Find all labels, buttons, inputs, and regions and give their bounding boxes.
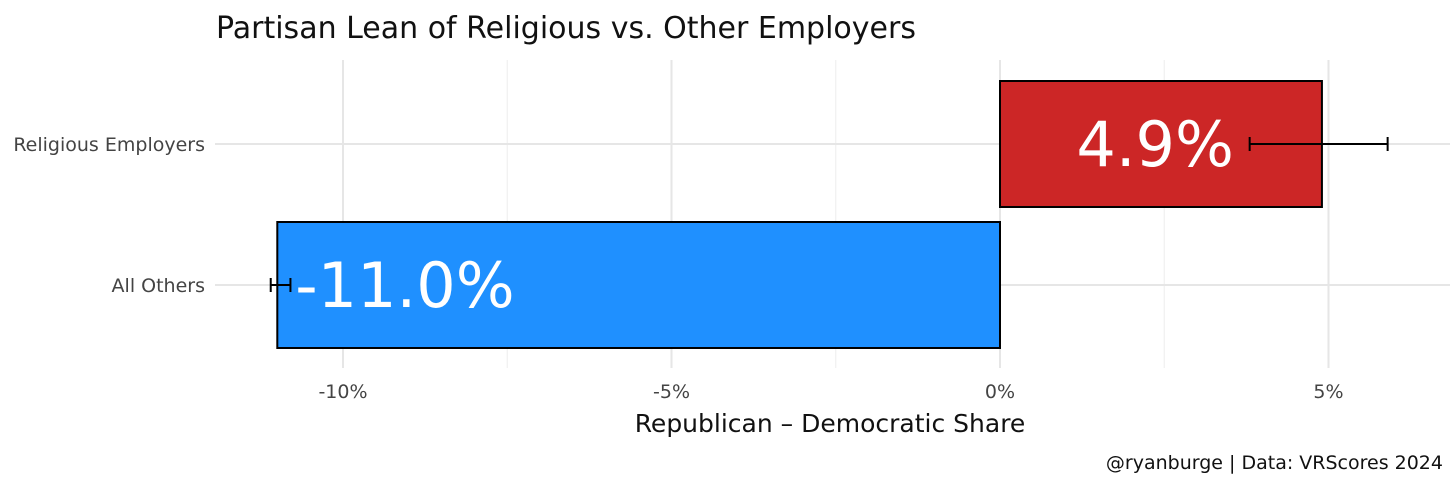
x-tick-label: -10%	[318, 381, 367, 403]
x-axis-title: Republican – Democratic Share	[635, 409, 1026, 438]
bar	[276, 221, 1001, 349]
tick-labels: -10% -5% 0% 5%	[318, 381, 1343, 403]
caption: @ryanburge | Data: VRScores 2024	[1106, 452, 1443, 474]
bar-labels: 4.9% -11.0%	[295, 108, 1234, 322]
error-bars	[269, 137, 1389, 292]
bar-value-label: 4.9%	[1076, 108, 1234, 181]
chart-title: Partisan Lean of Religious vs. Other Emp…	[216, 11, 916, 46]
x-tick-label: -5%	[653, 381, 690, 403]
category-label: Religious Employers	[13, 134, 205, 156]
category-label: All Others	[112, 275, 205, 297]
x-tick-label: 0%	[985, 381, 1015, 403]
category-labels: Religious Employers All Others	[13, 134, 205, 297]
x-tick-label: 5%	[1313, 381, 1343, 403]
bar-value-label: -11.0%	[295, 249, 514, 322]
